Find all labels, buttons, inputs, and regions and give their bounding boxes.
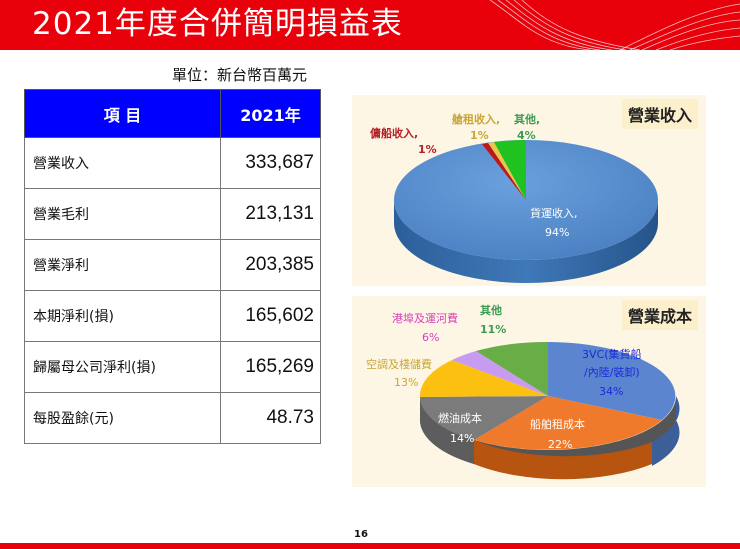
row-value: 165,269	[220, 341, 321, 393]
row-label: 營業毛利	[24, 188, 221, 240]
pct-ac-storage: 13%	[394, 376, 418, 389]
decorative-swirl-icon	[489, 0, 740, 50]
table-header-row: 項 目 2021年	[24, 89, 321, 138]
pct-fuel-cost: 14%	[450, 432, 474, 445]
row-value: 203,385	[220, 239, 321, 291]
column-header-year: 2021年	[220, 89, 321, 138]
pct-freight-income: 94%	[545, 226, 569, 239]
row-label: 營業淨利	[24, 239, 221, 291]
cost-chart-title: 營業成本	[621, 300, 698, 330]
row-label: 歸屬母公司淨利(損)	[24, 341, 221, 393]
cost-chart-panel: 3VC(集貨船 /內陸/裝卸) 34% 船舶租成本 22% 燃油成本 14% 空…	[352, 296, 706, 487]
row-value: 165,602	[220, 290, 321, 342]
revenue-chart-panel: 傭船收入, 1% 艙租收入, 1% 其他, 4% 貨運收入, 94% 營業收入	[352, 95, 706, 286]
pct-other-cost: 11%	[480, 323, 506, 336]
label-charter-income: 傭船收入,	[370, 126, 418, 140]
unit-label: 單位：新台幣百萬元	[172, 66, 308, 84]
row-label: 本期淨利(損)	[24, 290, 221, 342]
label-3vc-line2: /內陸/裝卸)	[584, 365, 640, 379]
footer-divider	[0, 543, 740, 549]
income-summary-table: 項 目 2021年 營業收入 333,687 營業毛利 213,131 營業淨利…	[24, 89, 321, 444]
pct-3vc: 34%	[599, 385, 623, 398]
table-row: 每股盈餘(元) 48.73	[24, 392, 321, 444]
row-value: 333,687	[220, 137, 321, 189]
row-value: 213,131	[220, 188, 321, 240]
table-row: 營業毛利 213,131	[24, 188, 321, 240]
row-value: 48.73	[220, 392, 321, 444]
pct-port-canal: 6%	[422, 331, 439, 344]
label-freight-income: 貨運收入,	[530, 206, 578, 220]
cost-pie-chart: 3VC(集貨船 /內陸/裝卸) 34% 船舶租成本 22% 燃油成本 14% 空…	[366, 303, 680, 480]
pct-slot-income: 1%	[470, 129, 489, 142]
table-row: 本期淨利(損) 165,602	[24, 290, 321, 342]
label-other-cost: 其他	[480, 303, 502, 317]
revenue-chart-title: 營業收入	[621, 99, 698, 129]
label-port-canal: 港埠及運河費	[392, 311, 458, 325]
column-header-item: 項 目	[24, 89, 221, 138]
label-slot-income: 艙租收入,	[452, 112, 500, 126]
revenue-pie-chart: 傭船收入, 1% 艙租收入, 1% 其他, 4% 貨運收入, 94%	[370, 112, 658, 283]
label-other-income: 其他,	[514, 112, 540, 126]
label-ship-charter-cost: 船舶租成本	[530, 417, 585, 431]
pct-charter-income: 1%	[418, 143, 437, 156]
label-ac-storage: 空調及棧儲費	[366, 357, 432, 371]
pct-other-income: 4%	[517, 129, 536, 142]
table-row: 營業淨利 203,385	[24, 239, 321, 291]
label-fuel-cost: 燃油成本	[438, 411, 482, 425]
row-label: 營業收入	[24, 137, 221, 189]
pct-ship-charter-cost: 22%	[548, 438, 572, 451]
label-3vc: 3VC(集貨船	[582, 347, 642, 361]
table-row: 營業收入 333,687	[24, 137, 321, 189]
row-label: 每股盈餘(元)	[24, 392, 221, 444]
page-title: 2021年度合併簡明損益表	[32, 6, 403, 42]
header-banner: 2021年度合併簡明損益表	[0, 0, 740, 50]
page-number: 16	[354, 529, 368, 540]
table-row: 歸屬母公司淨利(損) 165,269	[24, 341, 321, 393]
